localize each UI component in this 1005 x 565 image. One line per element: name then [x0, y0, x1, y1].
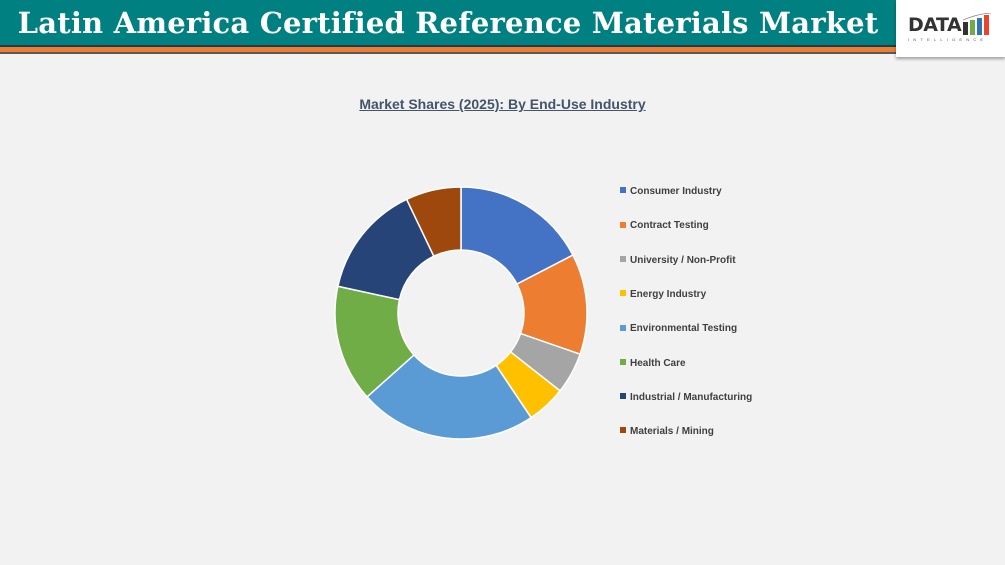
legend-swatch-icon — [620, 358, 626, 365]
legend-swatch-icon — [620, 255, 626, 262]
legend-swatch-icon — [620, 427, 626, 434]
legend-item: Contract Testing — [620, 220, 709, 236]
legend-label: Industrial / Manufacturing — [630, 391, 753, 403]
legend-item: Health Care — [620, 358, 686, 374]
logo: DATA INTELLIGENCE — [896, 0, 1005, 57]
legend-label: Environmental Testing — [630, 323, 738, 335]
legend-swatch-icon — [620, 187, 626, 194]
legend-label: University / Non-Profit — [630, 254, 736, 266]
legend-label: Contract Testing — [630, 220, 709, 232]
legend-label: Consumer Industry — [630, 186, 722, 197]
donut-segment-materials-mining — [405, 186, 462, 258]
legend-swatch-icon — [620, 290, 626, 297]
header-banner: Latin America Certified Reference Materi… — [0, 0, 896, 47]
legend-swatch-icon — [620, 393, 626, 400]
bar-chart-logo-icon — [963, 13, 992, 35]
legend-item: University / Non-Profit — [620, 255, 736, 271]
legend-item: Environmental Testing — [620, 323, 737, 339]
legend-label: Energy Industry — [630, 288, 707, 300]
legend-swatch-icon — [620, 324, 626, 331]
legend-label: Health Care — [630, 357, 686, 369]
chart-title: Market Shares (2025): By End-Use Industr… — [359, 96, 646, 112]
donut-segment-environmental-testing — [365, 353, 533, 440]
donut-chart — [334, 186, 588, 440]
legend-item: Industrial / Manufacturing — [620, 392, 752, 408]
logo-subtext: INTELLIGENCE — [908, 37, 988, 42]
accent-bar — [0, 47, 1005, 54]
legend-item: Consumer Industry — [620, 186, 722, 202]
page-title: Latin America Certified Reference Materi… — [17, 6, 879, 40]
legend-item: Energy Industry — [620, 289, 706, 305]
logo-text: DATA — [908, 14, 962, 36]
legend-swatch-icon — [620, 221, 626, 228]
legend-label: Materials / Mining — [630, 426, 714, 438]
legend-item: Materials / Mining — [620, 426, 714, 442]
